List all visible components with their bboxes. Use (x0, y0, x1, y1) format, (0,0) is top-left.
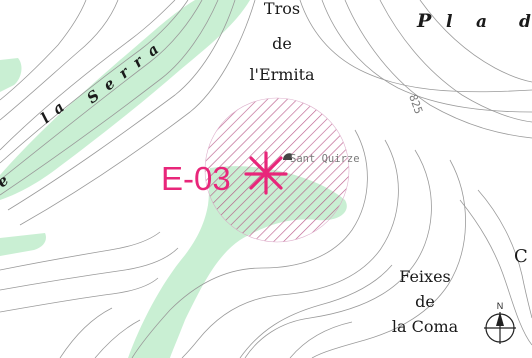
label-feixes-line1: Feixes (399, 267, 451, 286)
vegetation-left-blob (0, 58, 22, 92)
label-serra-e: e (0, 171, 12, 191)
label-pla-p: P (416, 10, 432, 32)
vegetation-serra-ridge (0, 0, 250, 200)
label-feixes-line2: de (415, 292, 435, 311)
label-sant-quirze: Sant Quirze (290, 153, 360, 165)
label-pla-a: a (476, 12, 487, 32)
label-feixes-line3: la Coma (392, 317, 459, 336)
marker-influence-area (204, 97, 350, 243)
building-sant-quirze-icon (283, 153, 292, 160)
label-north: N (497, 301, 504, 311)
label-tros-line1: Tros (264, 0, 300, 18)
label-c: C (514, 246, 528, 267)
vegetation-left-strip (0, 233, 46, 256)
asterisk-marker-icon[interactable] (244, 151, 288, 195)
label-pla-d: d (519, 12, 531, 32)
label-tros-line2: de (272, 34, 292, 53)
marker-id-label[interactable]: E-03 (161, 160, 231, 197)
label-contour-825: 825 (406, 93, 425, 116)
label-tros-line3: l'Ermita (249, 65, 315, 84)
north-arrow-icon (484, 312, 516, 344)
label-pla-l: l (446, 12, 453, 32)
